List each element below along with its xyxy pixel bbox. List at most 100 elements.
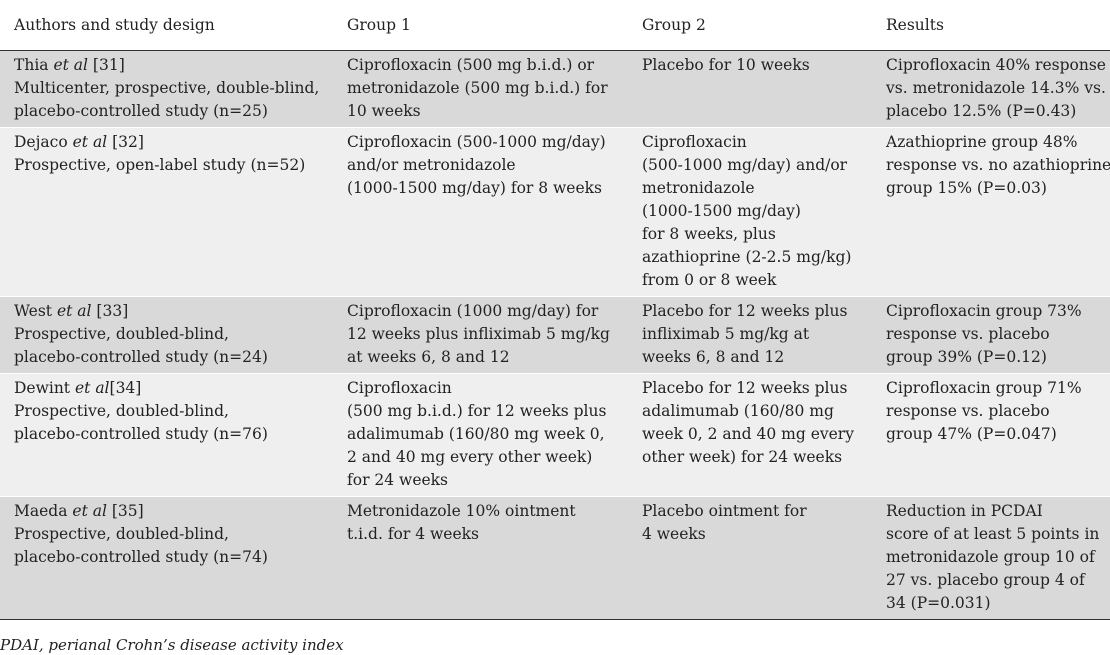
results-line: response vs. no azathioprine	[886, 156, 1110, 174]
author-name: West	[14, 302, 53, 320]
header-group-2: Group 2	[628, 0, 872, 51]
results-line: Ciprofloxacin group 73%	[886, 302, 1082, 320]
group-1-line: 10 weeks	[347, 102, 421, 120]
author-etal: et al	[53, 56, 88, 74]
author-citation: Thia et al [31]	[14, 54, 327, 77]
author-name: Dewint	[14, 379, 71, 397]
author-name: Thia	[14, 56, 49, 74]
group-2-line: week 0, 2 and 40 mg every	[642, 425, 854, 443]
author-etal: et al	[74, 379, 110, 397]
group-2-line: (1000-1500 mg/day)	[642, 202, 801, 220]
group-1-line: for 24 weeks	[347, 471, 449, 489]
group-2-line: for 8 weeks, plus	[642, 225, 776, 243]
group-2-line: Ciprofloxacin	[642, 133, 747, 151]
group-2-line: Placebo for 12 weeks plus	[642, 379, 848, 397]
reference-number: [32]	[107, 133, 144, 151]
cell-results: Ciprofloxacin 40% response vs. metronidaz…	[872, 50, 1110, 128]
group-1-line: Ciprofloxacin	[347, 379, 452, 397]
group-1-line: t.i.d. for 4 weeks	[347, 525, 479, 543]
author-citation: Maeda et al [35]	[14, 500, 327, 523]
group-1-line: (500 mg b.i.d.) for 12 weeks plus	[347, 402, 607, 420]
cell-results: Reduction in PCDAI score of at least 5 po…	[872, 496, 1110, 620]
group-1-line: metronidazole (500 mg b.i.d.) for	[347, 79, 608, 97]
author-etal: et al	[72, 133, 108, 151]
cell-group-2: Placebo ointment for 4 weeks	[628, 496, 872, 620]
results-line: response vs. placebo	[886, 402, 1050, 420]
reference-number: [31]	[88, 56, 125, 74]
study-comparison-table: Authors and study design Group 1 Group 2…	[0, 0, 1110, 620]
study-design-line: placebo-controlled study (n=25)	[14, 102, 268, 120]
group-1-line: adalimumab (160/80 mg week 0,	[347, 425, 605, 443]
results-line: placebo 12.5% (P=0.43)	[886, 102, 1077, 120]
header-results: Results	[872, 0, 1110, 51]
cell-group-1: Ciprofloxacin (500 mg b.i.d.) or metronid…	[333, 50, 628, 128]
results-line: Ciprofloxacin 40% response	[886, 56, 1106, 74]
group-2-line: azathioprine (2-2.5 mg/kg)	[642, 248, 852, 266]
author-name: Dejaco	[14, 133, 68, 151]
cell-group-1: Ciprofloxacin (1000 mg/day) for 12 weeks …	[333, 296, 628, 374]
cell-results: Azathioprine group 48% response vs. no az…	[872, 127, 1110, 297]
study-design-line: Prospective, doubled-blind,	[14, 525, 229, 543]
author-etal: et al	[56, 302, 92, 320]
author-citation: Dewint et al[34]	[14, 377, 327, 400]
group-2-line: Placebo for 12 weeks plus	[642, 302, 848, 320]
cell-group-1: Metronidazole 10% ointment t.i.d. for 4 w…	[333, 496, 628, 620]
header-row: Authors and study design Group 1 Group 2…	[0, 0, 1110, 51]
cell-authors-design: West et al [33] Prospective, doubled-blin…	[0, 296, 333, 374]
author-citation: Dejaco et al [32]	[14, 131, 327, 154]
results-line: group 47% (P=0.047)	[886, 425, 1057, 443]
group-2-line: infliximab 5 mg/kg at	[642, 325, 810, 343]
group-2-line: metronidazole	[642, 179, 755, 197]
group-2-line: from 0 or 8 week	[642, 271, 777, 289]
results-line: 27 vs. placebo group 4 of	[886, 571, 1085, 589]
cell-group-2: Ciprofloxacin (500-1000 mg/day) and/or met…	[628, 127, 872, 297]
group-2-line: other week) for 24 weeks	[642, 448, 843, 466]
group-1-line: at weeks 6, 8 and 12	[347, 348, 510, 366]
author-citation: West et al [33]	[14, 300, 327, 323]
results-line: Ciprofloxacin group 71%	[886, 379, 1082, 397]
cell-group-1: Ciprofloxacin (500-1000 mg/day) and/or me…	[333, 127, 628, 297]
study-design-line: Prospective, open-label study (n=52)	[14, 156, 306, 174]
group-1-line: Metronidazole 10% ointment	[347, 502, 576, 520]
study-design-line: placebo-controlled study (n=74)	[14, 548, 268, 566]
results-line: group 39% (P=0.12)	[886, 348, 1047, 366]
study-design-line: placebo-controlled study (n=76)	[14, 425, 268, 443]
group-2-line: adalimumab (160/80 mg	[642, 402, 834, 420]
group-1-line: Ciprofloxacin (500-1000 mg/day)	[347, 133, 606, 151]
results-line: 34 (P=0.031)	[886, 594, 991, 612]
table-row: Dewint et al[34] Prospective, doubled-bli…	[0, 373, 1110, 497]
group-2-line: 4 weeks	[642, 525, 706, 543]
results-line: response vs. placebo	[886, 325, 1050, 343]
study-design-line: Multicenter, prospective, double-blind,	[14, 79, 320, 97]
results-line: metronidazole group 10 of	[886, 548, 1095, 566]
reference-number: [35]	[106, 502, 144, 520]
results-line: Azathioprine group 48%	[886, 133, 1078, 151]
group-2-line: Placebo ointment for	[642, 502, 807, 520]
group-2-line: (500-1000 mg/day) and/or	[642, 156, 848, 174]
cell-group-2: Placebo for 12 weeks plus infliximab 5 mg…	[628, 296, 872, 374]
group-1-line: Ciprofloxacin (1000 mg/day) for	[347, 302, 599, 320]
table-row: Dejaco et al [32] Prospective, open-label…	[0, 127, 1110, 297]
results-line: group 15% (P=0.03)	[886, 179, 1047, 197]
table-row: Maeda et al [35] Prospective, doubled-bli…	[0, 496, 1110, 620]
header-authors: Authors and study design	[0, 0, 333, 51]
cell-group-2: Placebo for 12 weeks plus adalimumab (160…	[628, 373, 872, 497]
results-line: vs. metronidazole 14.3% vs.	[886, 79, 1106, 97]
results-line: Reduction in PCDAI	[886, 502, 1043, 520]
reference-number: [34]	[109, 379, 142, 397]
header-group-1: Group 1	[333, 0, 628, 51]
group-1-line: 2 and 40 mg every other week)	[347, 448, 593, 466]
cell-results: Ciprofloxacin group 71% response vs. plac…	[872, 373, 1110, 497]
table-header: Authors and study design Group 1 Group 2…	[0, 0, 1110, 51]
reference-number: [33]	[91, 302, 129, 320]
table-row: West et al [33] Prospective, doubled-blin…	[0, 296, 1110, 374]
table-footnote: PDAI, perianal Crohn’s disease activity …	[0, 636, 344, 654]
group-1-line: and/or metronidazole	[347, 156, 516, 174]
author-etal: et al	[72, 502, 107, 520]
cell-authors-design: Thia et al [31] Multicenter, prospective,…	[0, 50, 333, 128]
group-2-line: weeks 6, 8 and 12	[642, 348, 785, 366]
group-1-line: 12 weeks plus infliximab 5 mg/kg	[347, 325, 610, 343]
group-1-line: Ciprofloxacin (500 mg b.i.d.) or	[347, 56, 595, 74]
cell-authors-design: Dejaco et al [32] Prospective, open-label…	[0, 127, 333, 297]
